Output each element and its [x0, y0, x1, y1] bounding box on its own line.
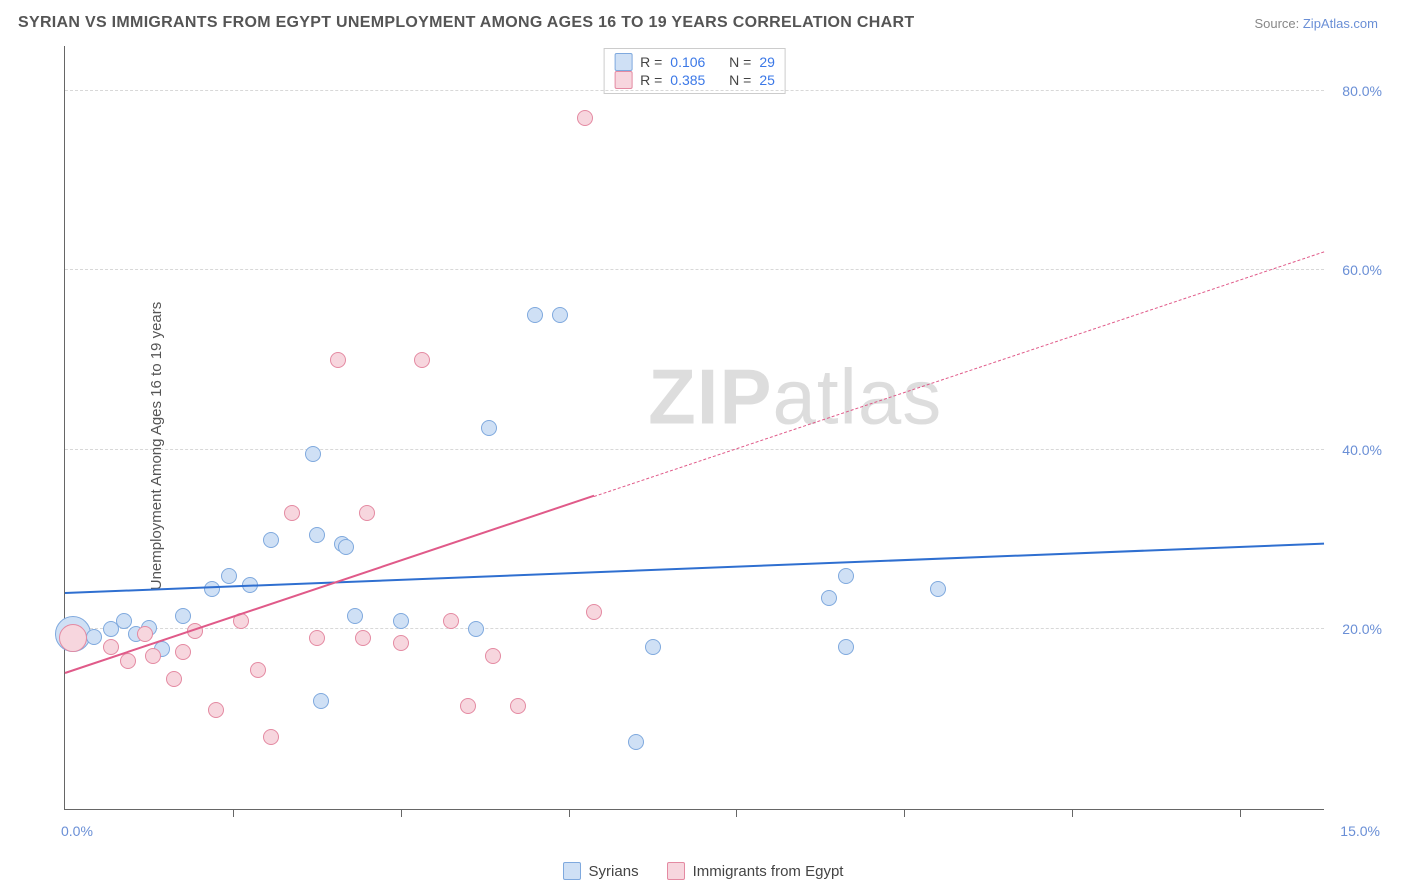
data-point: [145, 648, 161, 664]
gridline: [65, 269, 1324, 270]
r-value-egypt: 0.385: [670, 72, 705, 88]
y-tick-label: 80.0%: [1342, 83, 1382, 99]
data-point: [393, 635, 409, 651]
data-point: [645, 639, 661, 655]
legend-label-syrians: Syrians: [589, 863, 639, 880]
swatch-syrians-icon: [563, 862, 581, 880]
data-point: [204, 581, 220, 597]
data-point: [250, 662, 266, 678]
data-point: [355, 630, 371, 646]
legend-row-syrians: R = 0.106 N = 29: [614, 53, 775, 71]
data-point: [838, 568, 854, 584]
data-point: [586, 604, 602, 620]
data-point: [263, 532, 279, 548]
source-link[interactable]: ZipAtlas.com: [1303, 16, 1378, 31]
data-point: [59, 624, 87, 652]
data-point: [468, 621, 484, 637]
data-point: [930, 581, 946, 597]
data-point: [284, 505, 300, 521]
trend-line: [65, 542, 1324, 593]
data-point: [838, 639, 854, 655]
y-tick-label: 60.0%: [1342, 262, 1382, 278]
data-point: [175, 608, 191, 624]
x-tick: [1240, 809, 1241, 817]
x-tick: [736, 809, 737, 817]
data-point: [628, 734, 644, 750]
data-point: [510, 698, 526, 714]
swatch-egypt: [614, 71, 632, 89]
trend-line: [65, 495, 594, 674]
data-point: [485, 648, 501, 664]
data-point: [313, 693, 329, 709]
data-point: [263, 729, 279, 745]
legend-item-syrians: Syrians: [563, 862, 639, 880]
data-point: [305, 446, 321, 462]
x-tick: [401, 809, 402, 817]
series-legend: Syrians Immigrants from Egypt: [0, 862, 1406, 880]
data-point: [414, 352, 430, 368]
correlation-legend: R = 0.106 N = 29 R = 0.385 N = 25: [603, 48, 786, 94]
y-tick-label: 40.0%: [1342, 442, 1382, 458]
legend-row-egypt: R = 0.385 N = 25: [614, 71, 775, 89]
n-value-egypt: 25: [759, 72, 775, 88]
x-axis-max-label: 15.0%: [1340, 823, 1380, 839]
gridline: [65, 90, 1324, 91]
x-tick: [1072, 809, 1073, 817]
legend-item-egypt: Immigrants from Egypt: [667, 862, 844, 880]
data-point: [309, 527, 325, 543]
data-point: [309, 630, 325, 646]
data-point: [552, 307, 568, 323]
data-point: [443, 613, 459, 629]
gridline: [65, 628, 1324, 629]
legend-label-egypt: Immigrants from Egypt: [693, 863, 844, 880]
data-point: [208, 702, 224, 718]
x-tick: [569, 809, 570, 817]
swatch-syrians: [614, 53, 632, 71]
data-point: [103, 639, 119, 655]
data-point: [166, 671, 182, 687]
n-value-syrians: 29: [759, 54, 775, 70]
data-point: [347, 608, 363, 624]
data-point: [359, 505, 375, 521]
data-point: [330, 352, 346, 368]
trend-line: [594, 252, 1325, 498]
r-value-syrians: 0.106: [670, 54, 705, 70]
x-tick: [904, 809, 905, 817]
data-point: [338, 539, 354, 555]
data-point: [116, 613, 132, 629]
data-point: [137, 626, 153, 642]
x-tick: [233, 809, 234, 817]
gridline: [65, 449, 1324, 450]
data-point: [481, 420, 497, 436]
data-point: [577, 110, 593, 126]
source-attribution: Source: ZipAtlas.com: [1254, 16, 1378, 31]
chart-title: SYRIAN VS IMMIGRANTS FROM EGYPT UNEMPLOY…: [18, 14, 914, 32]
data-point: [460, 698, 476, 714]
data-point: [86, 629, 102, 645]
data-point: [393, 613, 409, 629]
data-point: [120, 653, 136, 669]
source-prefix: Source:: [1254, 16, 1302, 31]
data-point: [175, 644, 191, 660]
plot-area: ZIPatlas R = 0.106 N = 29 R = 0.385 N = …: [64, 46, 1324, 810]
data-point: [527, 307, 543, 323]
x-axis-min-label: 0.0%: [61, 823, 93, 839]
data-point: [221, 568, 237, 584]
swatch-egypt-icon: [667, 862, 685, 880]
y-tick-label: 20.0%: [1342, 621, 1382, 637]
data-point: [821, 590, 837, 606]
